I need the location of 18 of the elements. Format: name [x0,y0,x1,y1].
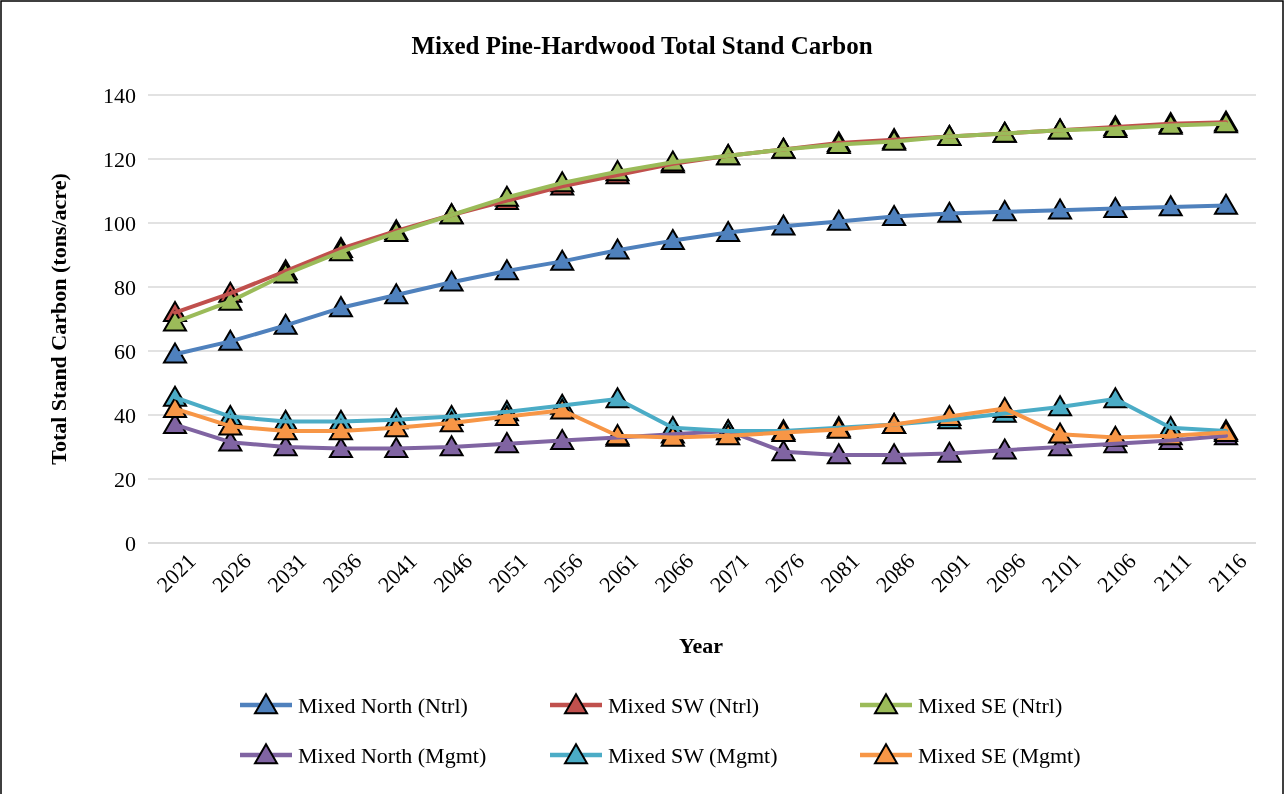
y-tick-label: 100 [103,210,136,236]
x-axis-title: Year [679,633,724,658]
y-axis-title: Total Stand Carbon (tons/acre) [46,173,71,465]
y-tick-label: 60 [114,338,136,364]
y-tick-label: 80 [114,274,136,300]
legend-label: Mixed SE (Ntrl) [918,693,1063,718]
legend-label: Mixed SW (Ntrl) [608,693,760,718]
legend-label: Mixed SW (Mgmt) [608,743,778,768]
chart-title: Mixed Pine-Hardwood Total Stand Carbon [411,32,873,59]
legend-label: Mixed SE (Mgmt) [918,743,1081,768]
y-tick-label: 20 [114,466,136,492]
y-tick-label: 120 [103,146,136,172]
y-tick-label: 40 [114,402,136,428]
y-tick-label: 0 [125,530,136,556]
x-tick-label: 2111 [1148,548,1197,596]
y-tick-label: 140 [103,82,136,108]
legend-label: Mixed North (Mgmt) [298,743,487,768]
legend-label: Mixed North (Ntrl) [298,693,468,718]
